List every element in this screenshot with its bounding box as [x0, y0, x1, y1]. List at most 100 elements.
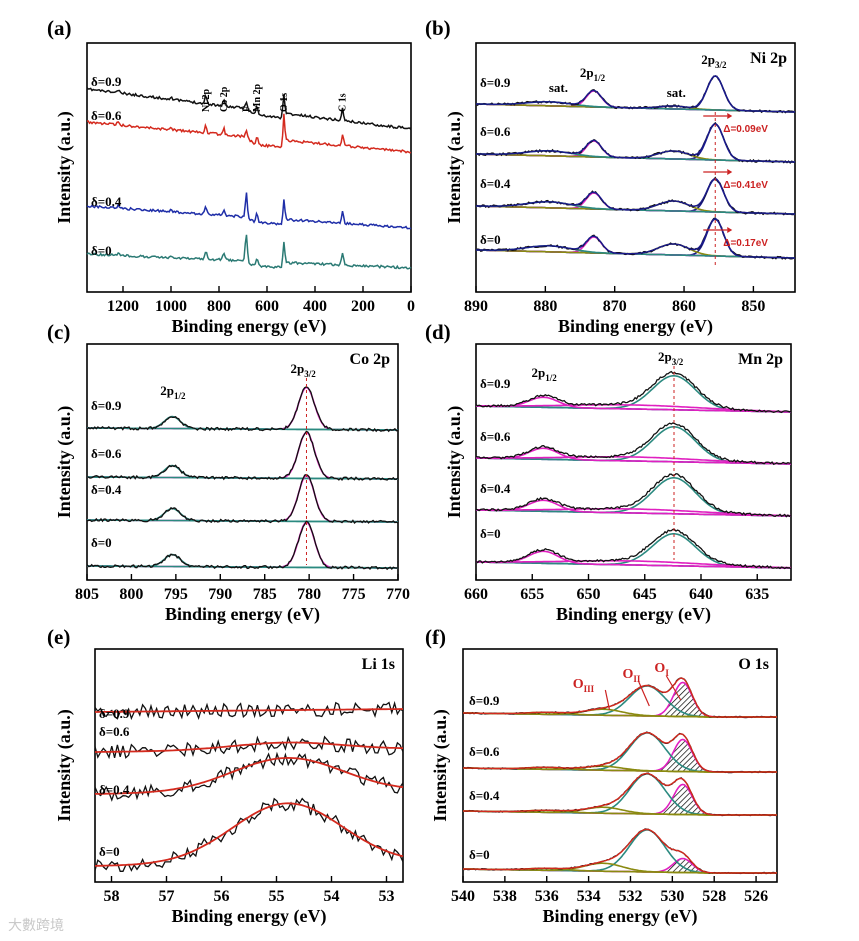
- element-annotation: Co 2p: [219, 86, 230, 112]
- series-label: δ=0: [91, 243, 112, 258]
- annotation-arrow: [665, 675, 682, 701]
- x-tick-label: 640: [689, 586, 713, 603]
- series-label: δ=0: [469, 847, 490, 862]
- y-axis-label: Intensity (a.u.): [444, 406, 465, 519]
- x-tick-label: 850: [741, 298, 765, 315]
- x-tick-label: 530: [660, 888, 684, 905]
- fit-envelope: [476, 75, 795, 113]
- series-line: [86, 192, 412, 230]
- x-axis-label: Binding energy (eV): [165, 604, 320, 625]
- x-tick-label: 1000: [155, 298, 187, 315]
- raw-spectrum: [475, 528, 792, 570]
- peak-label-2p1-2: 2p1/2: [532, 365, 558, 383]
- series-line: [86, 87, 412, 131]
- shift-annotation: Δ=0.17eV: [723, 238, 768, 249]
- series-label: δ=0.6: [91, 108, 122, 123]
- panel-label: (b): [425, 16, 451, 40]
- x-tick-label: 770: [386, 586, 410, 603]
- peak-label-OII: OII: [622, 667, 640, 684]
- x-tick-label: 526: [744, 888, 768, 905]
- peak-label-2p1-2: 2p1/2: [160, 383, 186, 401]
- raw-spectrum: [94, 797, 404, 872]
- series-label: δ=0.6: [99, 724, 130, 739]
- series-label: δ=0.9: [91, 74, 122, 89]
- series-line: [86, 113, 412, 154]
- series-label: δ=0: [99, 844, 120, 859]
- panel-title: Ni 2p: [750, 50, 787, 67]
- panel-title: Li 1s: [362, 656, 395, 673]
- raw-spectrum: [94, 735, 404, 760]
- series-label: δ=0.9: [99, 706, 130, 721]
- x-tick-label: 785: [253, 586, 277, 603]
- peak-label-OI: OI: [654, 661, 669, 678]
- x-tick-label: 775: [342, 586, 366, 603]
- x-tick-label: 655: [520, 586, 544, 603]
- fit-component: [476, 533, 791, 569]
- fit-component: [476, 499, 791, 517]
- plot-frame: [475, 343, 792, 581]
- plot-frame: [462, 648, 778, 883]
- fit-envelope: [463, 731, 777, 773]
- x-axis-label: Binding energy (eV): [558, 316, 713, 337]
- series-line: [86, 234, 412, 270]
- x-tick-label: 790: [208, 586, 232, 603]
- x-tick-label: 536: [535, 888, 559, 905]
- panel-label: (f): [425, 625, 446, 649]
- x-tick-label: 400: [303, 298, 327, 315]
- panel-b: 890 880 870 860 850 (b) Binding energy (eV) Int…: [425, 16, 796, 337]
- hatched-component: [463, 784, 777, 815]
- x-tick-label: 780: [297, 586, 321, 603]
- series-label: δ=0.4: [91, 482, 122, 497]
- x-axis-label: Binding energy (eV): [556, 604, 711, 625]
- x-tick-label: 860: [672, 298, 696, 315]
- fit-envelope: [463, 677, 777, 718]
- y-axis-label: Intensity (a.u.): [54, 709, 75, 822]
- plot-frame: [475, 42, 796, 293]
- x-tick-label: 800: [119, 586, 143, 603]
- x-tick-label: 800: [207, 298, 231, 315]
- x-tick-label: 55: [269, 888, 285, 905]
- fit-envelope: [476, 217, 795, 259]
- x-tick-label: 645: [633, 586, 657, 603]
- fit-envelope: [95, 756, 404, 795]
- x-tick-label: 650: [577, 586, 601, 603]
- x-tick-label: 53: [379, 888, 395, 905]
- fit-envelope: [94, 802, 404, 867]
- series-label: δ=0.4: [99, 782, 130, 797]
- x-tick-label: 600: [255, 298, 279, 315]
- x-tick-label: 58: [104, 888, 120, 905]
- x-tick-label: 532: [618, 888, 642, 905]
- panel-f: 540 538 536 534 532 530 528 526 (f) Binding energ…: [425, 625, 778, 927]
- fit-component: [87, 386, 398, 431]
- fit-component: [87, 521, 398, 569]
- fit-envelope: [95, 708, 403, 713]
- x-axis-label: Binding energy (eV): [172, 906, 327, 927]
- x-tick-label: 1200: [107, 298, 139, 315]
- element-annotation: Mn 2p: [252, 84, 263, 113]
- panel-label: (d): [425, 320, 451, 344]
- series-label: δ=0: [91, 535, 112, 550]
- x-tick-label: 795: [164, 586, 188, 603]
- series-label: δ=0.4: [480, 176, 511, 191]
- annotation-arrow: [638, 681, 650, 707]
- fit-component: [475, 508, 791, 517]
- sat-label: sat.: [667, 85, 686, 100]
- plot-frame: [86, 42, 412, 293]
- panel-e: 58 57 56 55 54 53 (e) Binding energy (eV) Intens…: [47, 625, 404, 927]
- x-tick-label: 635: [745, 586, 769, 603]
- x-tick-label: 200: [351, 298, 375, 315]
- series-label: δ=0.6: [480, 124, 511, 139]
- x-tick-label: 538: [493, 888, 517, 905]
- x-axis-label: Binding energy (eV): [172, 316, 327, 337]
- x-tick-label: 528: [702, 888, 726, 905]
- fit-component: [476, 75, 795, 113]
- x-axis-label: Binding energy (eV): [543, 906, 698, 927]
- panel-d: 660 655 650 645 640 635 (d) Binding energy (eV)…: [425, 320, 792, 625]
- panel-label: (c): [47, 320, 70, 344]
- element-annotation: Ni 2p: [201, 89, 212, 113]
- element-annotation: F: [241, 106, 252, 112]
- x-tick-label: 880: [533, 298, 557, 315]
- panel-a: 1200 1000 800 600 400 200 0 (a) Binding energy (…: [47, 16, 415, 337]
- x-tick-label: 534: [577, 888, 601, 905]
- series-label: δ=0.6: [480, 429, 511, 444]
